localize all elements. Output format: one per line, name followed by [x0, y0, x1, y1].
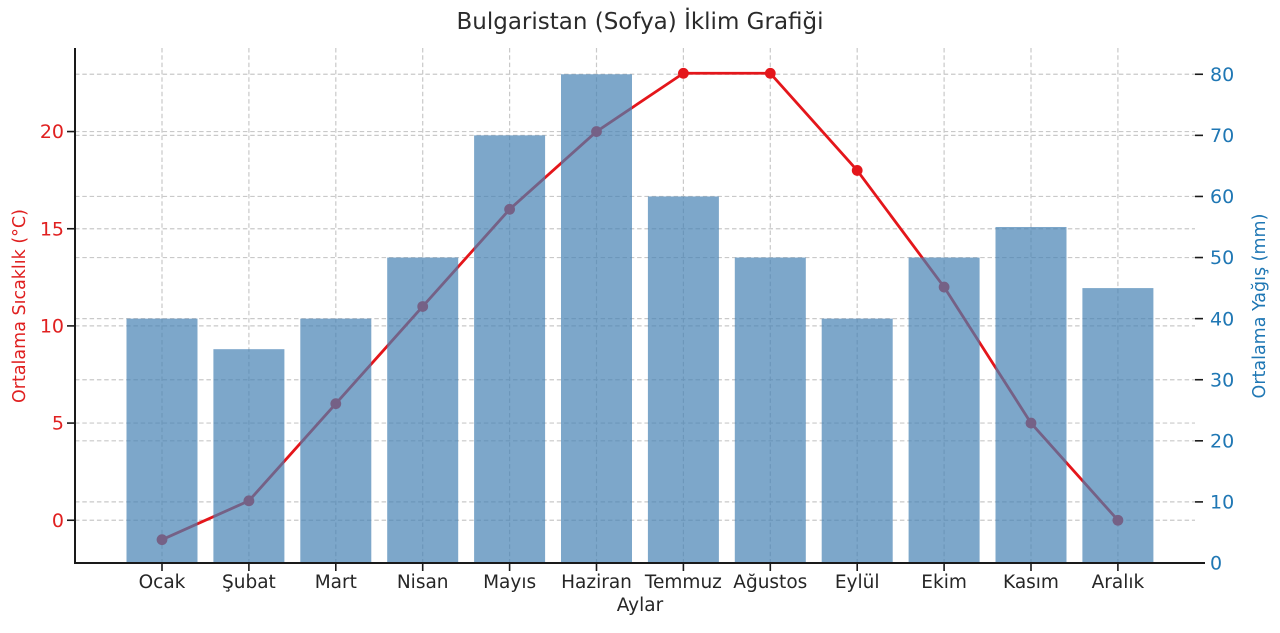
x-axis-label: Aylar: [616, 595, 664, 616]
precipitation-bar: [647, 196, 719, 563]
chart-title: Bulgaristan (Sofya) İklim Grafiği: [456, 9, 824, 35]
month-label: Eylül: [835, 572, 880, 593]
right-tick-label: 20: [1210, 430, 1234, 452]
precipitation-bar: [561, 74, 632, 563]
month-label: Ekim: [921, 572, 967, 593]
month-label: Mart: [315, 572, 357, 593]
temperature-marker: [678, 67, 689, 79]
temperature-marker: [764, 67, 776, 79]
precipitation-bar: [995, 226, 1067, 564]
left-tick-label: 20: [40, 121, 64, 143]
right-tick-label: 60: [1210, 186, 1234, 208]
temperature-marker: [851, 165, 863, 176]
month-label: Nisan: [397, 572, 449, 593]
precipitation-bar: [126, 318, 198, 563]
right-tick-label: 70: [1210, 125, 1234, 147]
precipitation-bar: [1082, 288, 1154, 563]
right-tick-label: 80: [1210, 64, 1234, 86]
left-tick-label: 10: [40, 316, 64, 338]
precipitation-bar: [908, 257, 980, 563]
month-label: Haziran: [561, 572, 632, 593]
precipitation-bar: [300, 318, 372, 563]
month-label: Kasım: [1003, 572, 1059, 593]
precipitation-bar: [821, 318, 893, 563]
right-tick-label: 40: [1210, 308, 1234, 330]
left-tick-label: 5: [52, 413, 64, 435]
left-tick-label: 15: [40, 218, 64, 240]
right-tick-label: 30: [1210, 369, 1234, 391]
right-tick-label: 10: [1210, 492, 1234, 514]
right-tick-label: 0: [1210, 553, 1222, 575]
month-label: Ocak: [139, 572, 186, 593]
month-label: Şubat: [222, 572, 276, 593]
precipitation-bar: [474, 135, 546, 564]
precipitation-bar: [734, 257, 806, 563]
month-label: Mayıs: [483, 572, 536, 593]
precipitation-bar: [213, 349, 285, 563]
month-label: Aralık: [1092, 572, 1145, 593]
right-tick-label: 50: [1210, 247, 1234, 269]
month-label: Ağustos: [733, 572, 807, 593]
precipitation-bar: [387, 257, 459, 563]
left-tick-label: 0: [52, 510, 64, 532]
month-label: Temmuz: [644, 572, 722, 593]
